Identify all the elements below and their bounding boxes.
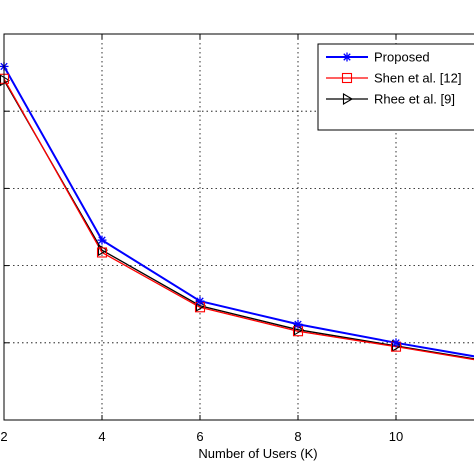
legend-entry: Proposed bbox=[374, 50, 430, 65]
asterisk-marker bbox=[391, 338, 401, 348]
square-marker bbox=[341, 72, 353, 84]
asterisk-marker bbox=[293, 319, 303, 329]
asterisk-marker bbox=[342, 52, 352, 62]
legend-entry: Shen et al. [12] bbox=[374, 71, 461, 86]
x-tick-label: 2 bbox=[0, 429, 7, 444]
asterisk-marker bbox=[195, 296, 205, 306]
asterisk-marker bbox=[97, 235, 107, 245]
axis-ticks bbox=[3, 34, 397, 420]
x-tick-labels: 2 4 6 8 10 bbox=[0, 429, 403, 444]
x-tick-label: 8 bbox=[294, 429, 301, 444]
x-tick-label: 4 bbox=[98, 429, 105, 444]
triangle-marker bbox=[342, 93, 354, 105]
legend: Proposed Shen et al. [12] Rhee et al. [9] bbox=[317, 43, 474, 131]
series-line bbox=[3, 65, 474, 358]
square-marker bbox=[96, 247, 108, 258]
plot-frame bbox=[3, 33, 474, 421]
x-tick-label: 6 bbox=[196, 429, 203, 444]
series-markers bbox=[0, 61, 403, 352]
legend-entry: Rhee et al. [9] bbox=[374, 92, 455, 107]
series-line bbox=[3, 78, 474, 361]
legend-box bbox=[317, 43, 474, 131]
x-tick-label: 10 bbox=[389, 429, 403, 444]
series-line bbox=[3, 79, 474, 360]
x-axis-label: Number of Users (K) bbox=[198, 446, 317, 461]
series-lines bbox=[3, 65, 474, 361]
